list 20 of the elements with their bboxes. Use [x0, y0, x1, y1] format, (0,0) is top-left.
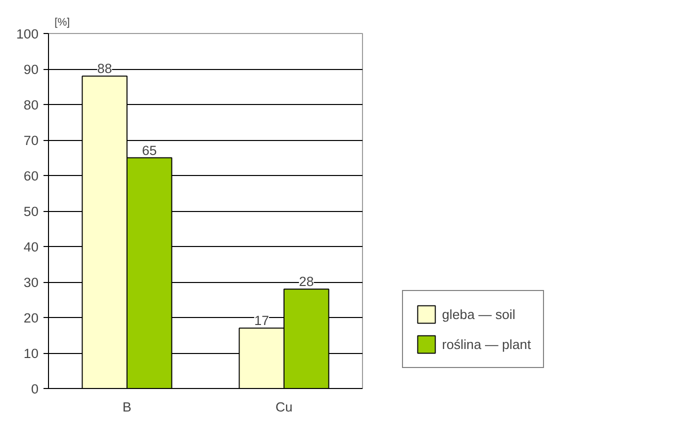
data-label: 28	[298, 274, 314, 290]
y-tick-label: 50	[24, 204, 39, 219]
data-label: 65	[142, 142, 157, 158]
legend-label: roślina — plant	[442, 336, 531, 352]
y-tick-label: 90	[24, 62, 39, 77]
y-tick-label: 0	[31, 382, 39, 396]
y-tick-label: 70	[24, 133, 39, 148]
y-tick-label: 100	[16, 26, 39, 42]
x-tick-label: B	[122, 400, 132, 414]
y-tick-label: 60	[24, 168, 39, 184]
data-label: 88	[97, 61, 112, 76]
y-tick-label: 10	[24, 346, 39, 361]
y-tick-label: 30	[24, 275, 39, 290]
y-axis-title: [%]	[54, 16, 70, 28]
y-tick-label: 40	[24, 240, 39, 254]
data-label: 17	[254, 313, 270, 328]
x-tick-label: Cu	[275, 400, 293, 414]
y-tick-label: 20	[24, 310, 39, 326]
legend-label: gleba — soil	[442, 306, 516, 322]
y-tick-label: 80	[24, 98, 39, 112]
